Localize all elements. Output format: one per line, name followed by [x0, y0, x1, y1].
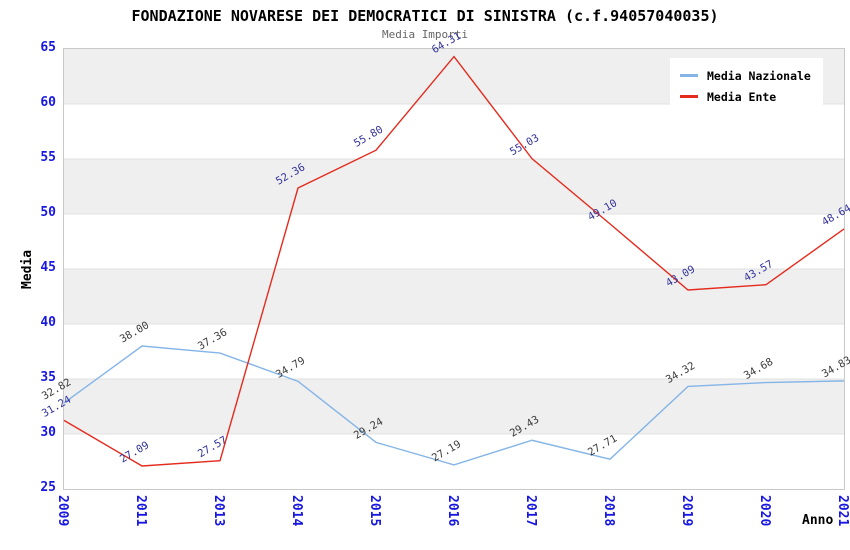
x-axis-title: Anno	[802, 513, 834, 528]
point-label: 27.19	[430, 438, 463, 464]
x-tick-label: 2021	[835, 495, 850, 527]
point-label: 52.36	[274, 161, 307, 187]
point-label: 27.57	[196, 434, 229, 460]
y-tick-label: 45	[40, 260, 56, 275]
point-label: 34.79	[274, 355, 307, 381]
x-tick-label: 2018	[601, 495, 616, 527]
legend-item-media-nazionale: Media Nazionale	[680, 65, 811, 86]
x-tick-label: 2019	[679, 495, 694, 527]
legend: Media Nazionale Media Ente	[670, 58, 823, 114]
x-tick-label: 2020	[757, 495, 772, 527]
x-tick-label: 2011	[133, 495, 148, 527]
point-label: 49.10	[586, 197, 619, 223]
y-tick-label: 40	[40, 315, 56, 330]
point-label: 34.68	[742, 356, 775, 382]
y-tick-label: 30	[40, 425, 56, 440]
point-label: 34.83	[820, 354, 850, 380]
legend-line-sample-nazionale-icon	[680, 74, 698, 77]
legend-label-ente: Media Ente	[707, 89, 777, 104]
y-tick-label: 65	[40, 40, 56, 55]
point-label: 43.09	[664, 263, 697, 289]
y-tick-label: 60	[40, 95, 56, 110]
x-tick-label: 2013	[211, 495, 226, 527]
series-line-media-nazionale	[63, 345, 845, 466]
y-tick-label: 25	[40, 480, 56, 495]
y-tick-label: 50	[40, 205, 56, 220]
legend-label-nazionale: Media Nazionale	[707, 68, 811, 83]
point-label: 38.00	[118, 319, 151, 345]
y-tick-label: 35	[40, 370, 56, 385]
plot-area: 32.82 38.00 37.36 34.79 29.24 27.19 29.43 27.71…	[40, 30, 850, 490]
legend-line-sample-ente-icon	[680, 95, 698, 98]
point-label: 55.03	[508, 132, 541, 158]
point-label: 34.32	[664, 360, 697, 386]
chart-subtitle: Media Importi	[381, 28, 469, 41]
point-label: 43.57	[742, 258, 775, 284]
x-tick-label: 2016	[445, 495, 460, 527]
x-tick-label: 2014	[289, 495, 304, 527]
point-label: 37.36	[196, 326, 229, 352]
x-tick-label: 2017	[523, 495, 538, 527]
x-tick-label: 2015	[367, 495, 382, 527]
legend-item-media-ente: Media Ente	[680, 86, 811, 107]
point-label: 29.24	[352, 416, 385, 442]
y-tick-label: 55	[40, 150, 56, 165]
point-label: 29.43	[508, 414, 541, 440]
point-label: 48.64	[820, 202, 850, 228]
x-tick-label: 2009	[55, 495, 70, 527]
chart-title: FONDAZIONE NOVARESE DEI DEMOCRATICI DI S…	[131, 7, 719, 25]
series-line-media-ente	[63, 55, 845, 467]
